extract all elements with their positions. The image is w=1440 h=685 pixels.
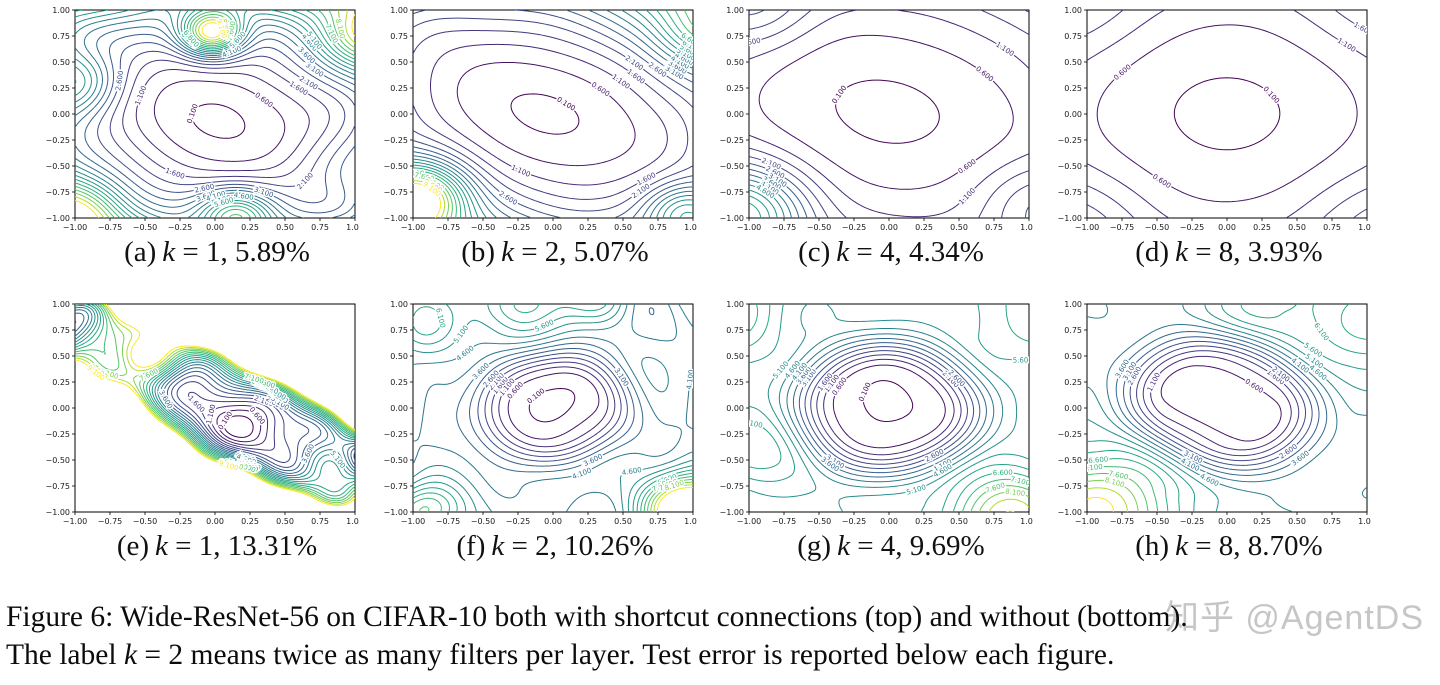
panel-caption-a: (a) k = 1, 5.89% bbox=[35, 236, 359, 269]
panel-label: (f) bbox=[456, 530, 486, 562]
k-symbol: k bbox=[501, 236, 514, 268]
panel-label: (c) bbox=[798, 236, 831, 268]
k-symbol: k bbox=[837, 530, 850, 562]
k-symbol: k bbox=[1175, 236, 1188, 268]
panel-f: (f) k = 2, 10.26% bbox=[373, 296, 697, 563]
panel-c: (c) k = 4, 4.34% bbox=[709, 2, 1033, 269]
panel-h: (h) k = 8, 8.70% bbox=[1047, 296, 1371, 563]
panel-caption-d: (d) k = 8, 3.93% bbox=[1047, 236, 1371, 269]
panel-error: = 1, 5.89% bbox=[175, 236, 310, 268]
k-symbol: k bbox=[123, 639, 138, 671]
panel-caption-h: (h) k = 8, 8.70% bbox=[1047, 530, 1371, 563]
k-symbol: k bbox=[836, 236, 850, 268]
contour-plot-c bbox=[709, 2, 1033, 234]
panel-caption-g: (g) k = 4, 9.69% bbox=[709, 530, 1033, 563]
k-symbol: k bbox=[155, 530, 168, 562]
panel-label: (a) bbox=[124, 236, 157, 268]
panel-error: = 2, 5.07% bbox=[513, 236, 649, 268]
figure-caption-line2-post: = 2 means twice as many filters per laye… bbox=[137, 639, 1115, 671]
panel-e: (e) k = 1, 13.31% bbox=[35, 296, 359, 563]
panel-error: = 8, 8.70% bbox=[1187, 530, 1323, 562]
panel-error: = 4, 9.69% bbox=[849, 530, 985, 562]
panel-caption-e: (e) k = 1, 13.31% bbox=[35, 530, 359, 563]
figure-caption-line2-pre: The label bbox=[6, 639, 124, 671]
contour-plot-b bbox=[373, 2, 697, 234]
panel-error: = 1, 13.31% bbox=[167, 530, 318, 562]
panel-label: (d) bbox=[1135, 236, 1170, 268]
panel-a: (a) k = 1, 5.89% bbox=[35, 2, 359, 269]
k-symbol: k bbox=[1175, 530, 1188, 562]
k-symbol: k bbox=[491, 530, 505, 562]
contour-plot-a bbox=[35, 2, 359, 234]
panel-error: = 4, 4.34% bbox=[849, 236, 984, 268]
panel-caption-c: (c) k = 4, 4.34% bbox=[709, 236, 1033, 269]
watermark: 知乎 @AgentDS bbox=[1164, 599, 1424, 637]
panel-g: (g) k = 4, 9.69% bbox=[709, 296, 1033, 563]
panel-b: (b) k = 2, 5.07% bbox=[373, 2, 697, 269]
k-symbol: k bbox=[162, 236, 176, 268]
contour-plot-e bbox=[35, 296, 359, 528]
contour-plot-h bbox=[1047, 296, 1371, 528]
contour-plot-g bbox=[709, 296, 1033, 528]
panel-caption-b: (b) k = 2, 5.07% bbox=[373, 236, 697, 269]
contour-plot-f bbox=[373, 296, 697, 528]
figure-caption: Figure 6: Wide-ResNet-56 on CIFAR-10 bot… bbox=[6, 598, 1436, 674]
panel-label: (g) bbox=[797, 530, 832, 562]
figure-caption-line1: Figure 6: Wide-ResNet-56 on CIFAR-10 bot… bbox=[6, 601, 1188, 633]
panel-label: (h) bbox=[1135, 530, 1170, 562]
panel-label: (b) bbox=[461, 236, 496, 268]
panel-caption-f: (f) k = 2, 10.26% bbox=[373, 530, 697, 563]
panel-error: = 8, 3.93% bbox=[1187, 236, 1323, 268]
panel-error: = 2, 10.26% bbox=[504, 530, 654, 562]
panel-label: (e) bbox=[116, 530, 150, 562]
panel-d: (d) k = 8, 3.93% bbox=[1047, 2, 1371, 269]
contour-plot-d bbox=[1047, 2, 1371, 234]
